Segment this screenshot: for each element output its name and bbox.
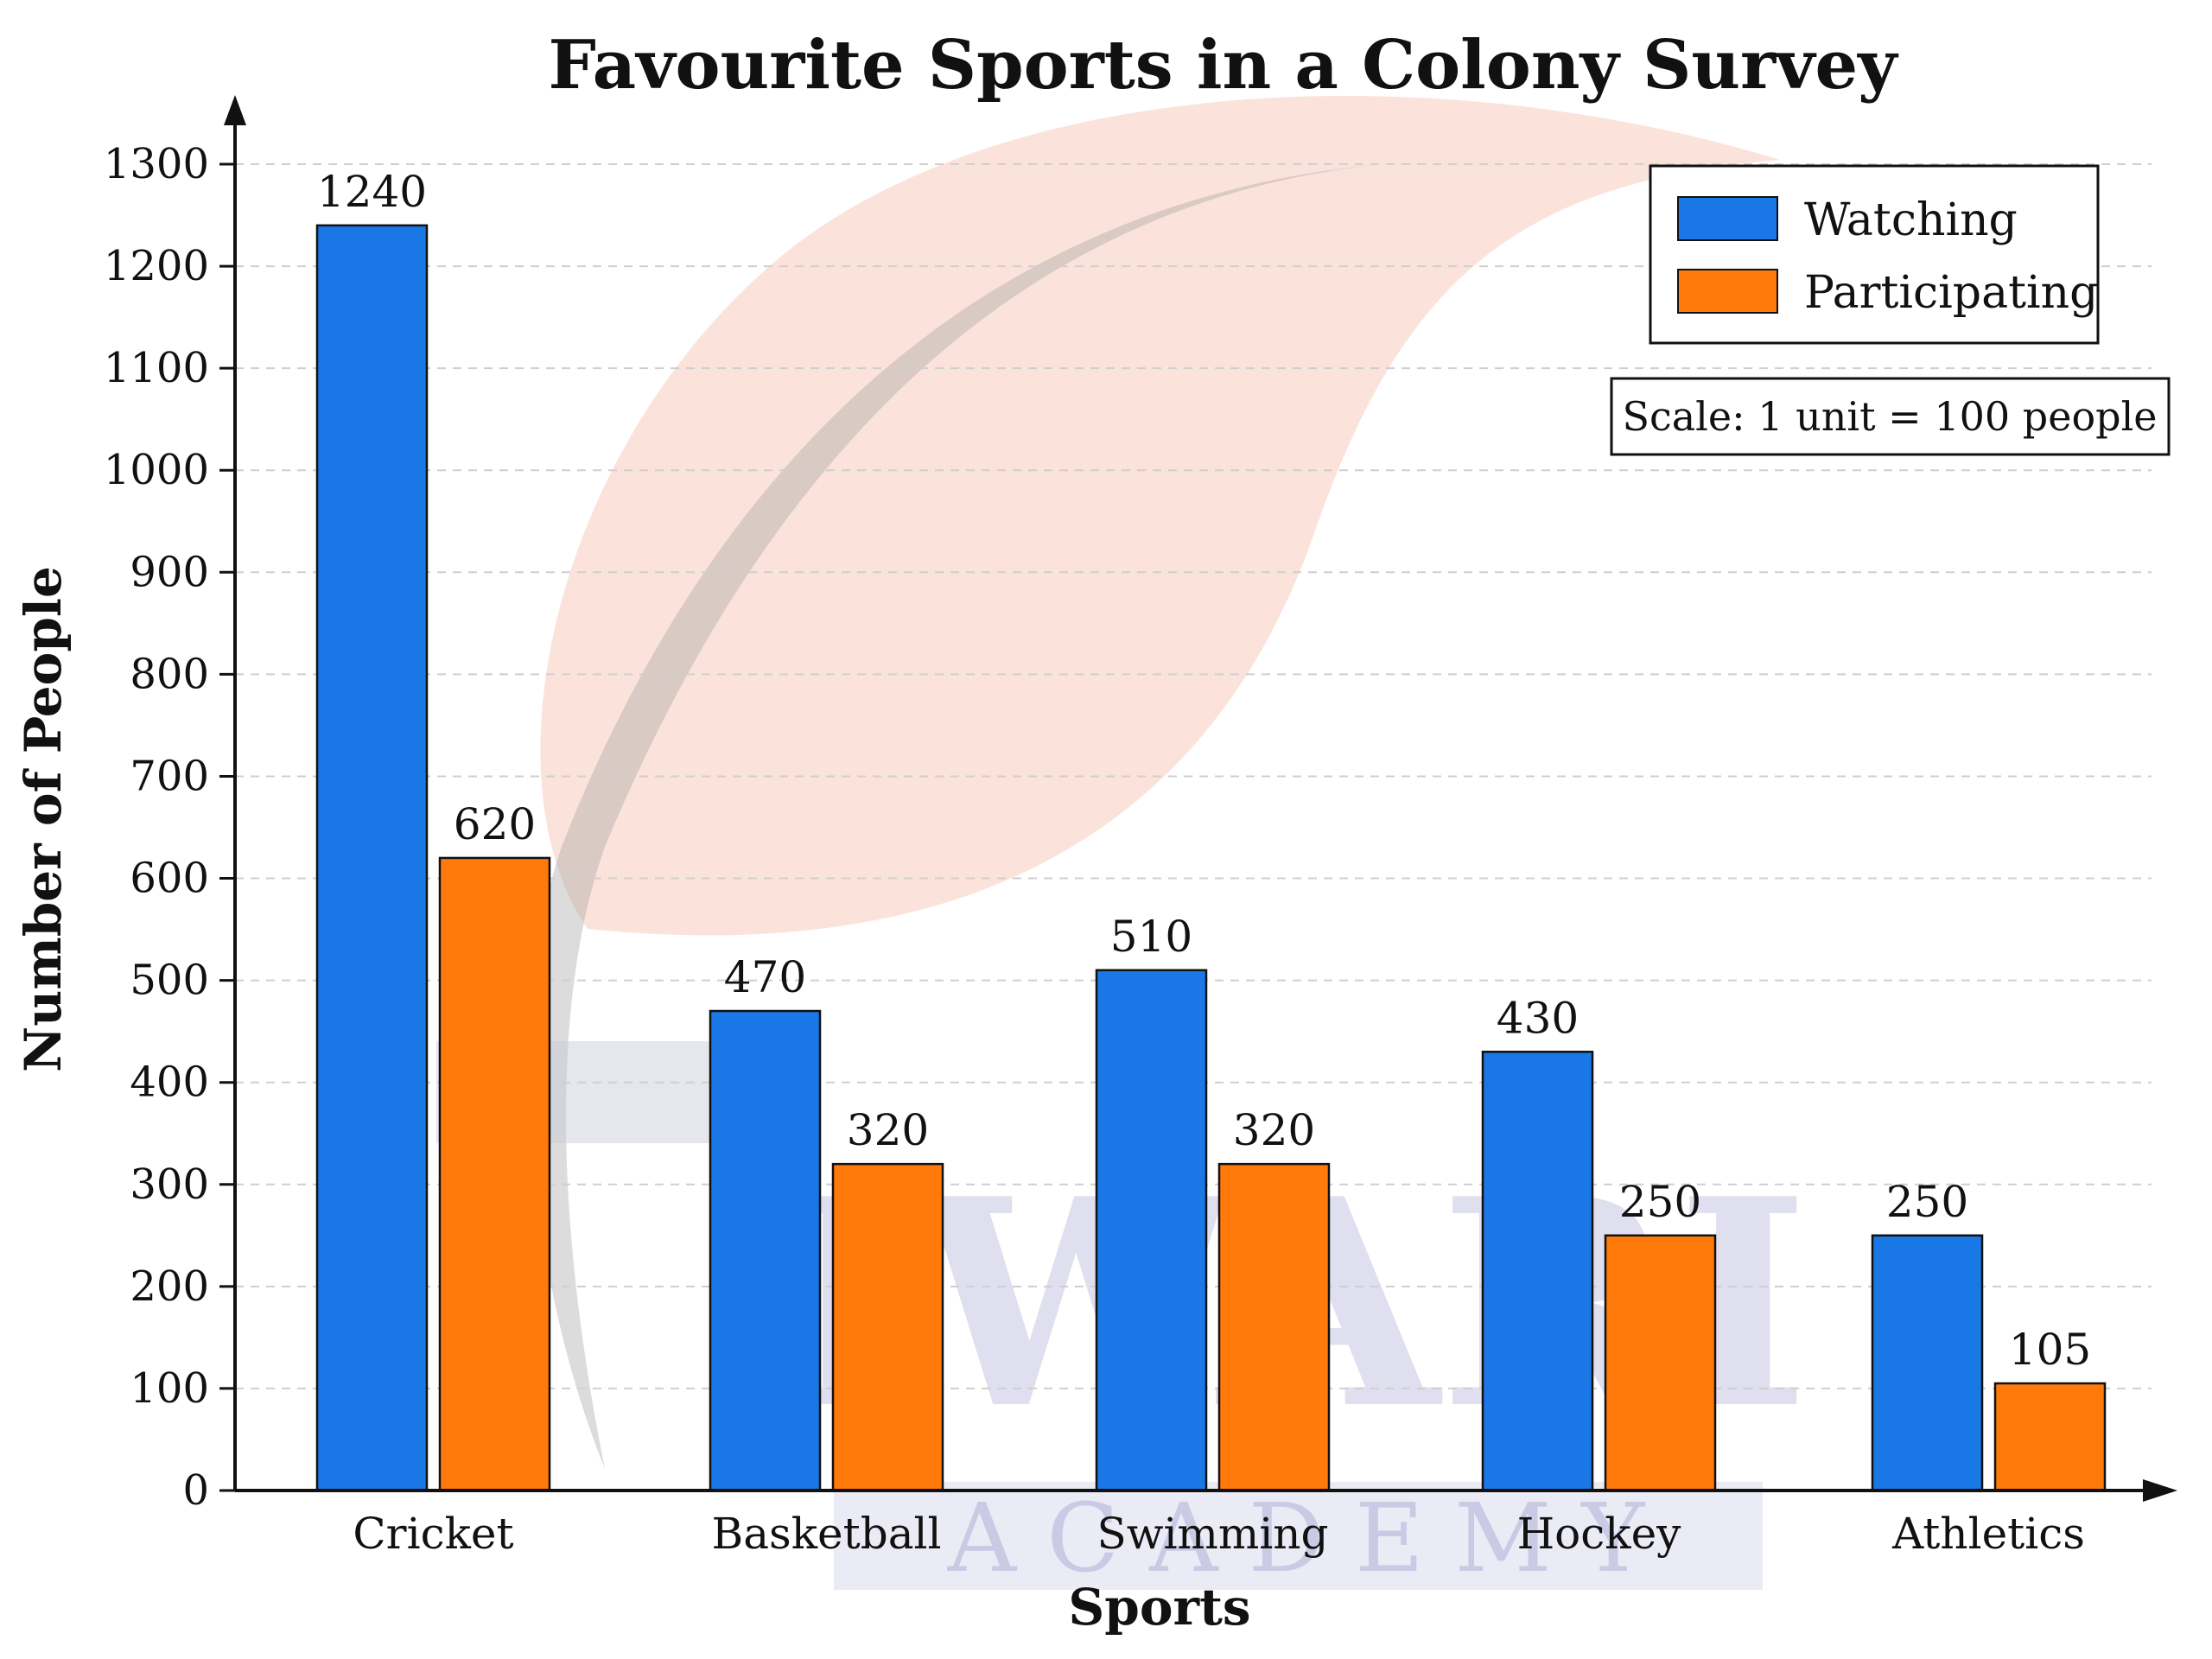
bar-athletics-watching [1871,1234,1984,1492]
y-tick-label: 0 [182,1466,209,1515]
y-tick-label: 900 [130,548,209,596]
y-tick-label: 100 [130,1364,209,1413]
bar-athletics-participating [1993,1382,2107,1492]
watermark-band-shape [834,1482,1763,1590]
data-label-athletics-watching: 250 [1886,1177,1968,1227]
bar-hockey-watching [1481,1051,1594,1492]
y-axis-title: Number of People [14,566,73,1072]
data-label-swimming-watching: 510 [1110,912,1192,962]
bar-basketball-participating [831,1162,944,1492]
legend-label-participating: Participating [1804,267,2098,319]
x-category-label-swimming: Swimming [1096,1509,1328,1559]
y-tick-label: 300 [130,1160,209,1209]
data-label-athletics-participating: 105 [2009,1325,2091,1375]
gridlines [219,162,2152,1492]
watermark-sub-text: A C A D E M Y [947,1483,1646,1593]
scale-annotation: Scale: 1 unit = 100 people [1610,377,2171,456]
chart-title: Favourite Sports in a Colony Survey [549,26,1900,105]
y-tick-label: 700 [130,752,209,800]
y-tick-label: 200 [130,1262,209,1311]
y-tick-label: 1000 [104,446,209,494]
y-tick-label: 1300 [104,140,209,188]
y-tick-label: 500 [130,957,209,1005]
scale-annotation-text: Scale: 1 unit = 100 people [1622,393,2157,440]
data-label-cricket-participating: 620 [454,799,536,849]
x-category-label-hockey: Hockey [1517,1509,1682,1559]
data-label-hockey-participating: 250 [1619,1177,1701,1227]
y-tick-label: 1100 [104,344,209,392]
x-axis-title: Sports [1068,1578,1250,1637]
bar-hockey-participating [1604,1234,1717,1492]
y-tick-label: 1200 [104,242,209,290]
y-tick-labels: 0 100 200 300 400 500 600 700 800 900 1000 1100 1200… [104,140,209,1515]
legend-label-watching: Watching [1804,194,2018,246]
bar-cricket-watching [315,224,429,1492]
legend-swatch-watching [1677,196,1778,241]
data-label-basketball-participating: 320 [847,1105,929,1155]
y-tick-label: 600 [130,855,209,903]
y-tick-label: 400 [130,1058,209,1107]
watermark-leaf-shape [540,95,1780,936]
x-axis-arrow [2143,1479,2177,1502]
data-label-hockey-watching: 430 [1497,993,1579,1043]
bars-group [315,224,2107,1492]
x-category-label-basketball: Basketball [712,1509,942,1559]
legend: Watching Participating [1649,164,2100,345]
bar-swimming-watching [1095,969,1208,1492]
data-label-swimming-participating: 320 [1233,1105,1315,1155]
y-tick-label: 800 [130,650,209,698]
legend-swatch-participating [1677,269,1778,314]
bar-swimming-participating [1217,1162,1331,1492]
scale-annotation-box [1610,377,2171,456]
data-labels: 1240 620 470 320 510 320 430 250 250 105 [317,167,2091,1375]
data-label-cricket-watching: 1240 [317,167,427,217]
data-label-basketball-watching: 470 [724,952,806,1002]
bar-basketball-watching [709,1009,822,1492]
axes [224,95,2177,1502]
x-category-label-athletics: Athletics [1891,1509,2085,1559]
bar-cricket-participating [438,856,551,1492]
x-category-label-cricket: Cricket [353,1509,513,1559]
y-axis-arrow [224,95,246,125]
x-category-labels: Cricket Basketball Swimming Hockey Athletics [353,1509,2085,1559]
